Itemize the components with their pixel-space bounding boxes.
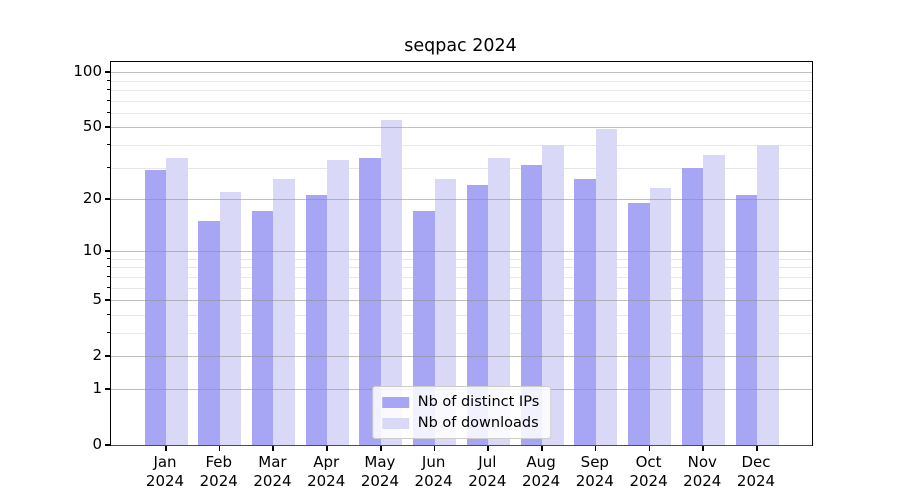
bar-downloads-dec — [757, 144, 779, 445]
y-minor-tick-60 — [107, 111, 110, 113]
y-tick-100 — [105, 71, 110, 73]
bar-downloads-sep — [595, 128, 618, 445]
gridline-major-100 — [111, 72, 812, 74]
x-tick-jun — [433, 445, 436, 451]
x-tick-label-aug: Aug 2024 — [521, 453, 561, 490]
bar-downloads-jul — [488, 157, 510, 445]
gridline-major-50 — [111, 127, 812, 129]
x-tick-label-dec: Dec 2024 — [736, 453, 776, 490]
x-tick-label-mar: Mar 2024 — [253, 453, 292, 490]
legend-swatch-distinct-ips — [381, 396, 409, 408]
x-tick-may — [379, 445, 382, 451]
bar-distinct-ips-jul — [466, 184, 489, 445]
x-tick-label-oct: Oct 2024 — [629, 453, 668, 490]
bar-distinct-ips-sep — [574, 178, 596, 445]
gridline-major-0 — [111, 445, 812, 446]
gridline-minor-60 — [111, 112, 812, 114]
y-minor-tick-8 — [107, 266, 110, 268]
y-tick-0 — [105, 444, 110, 446]
bar-downloads-apr — [327, 160, 349, 445]
y-tick-label-50: 50 — [82, 117, 102, 136]
y-tick-5 — [105, 299, 110, 301]
bar-downloads-jan — [166, 157, 188, 445]
plot-area: Nb of distinct IPs Nb of downloads — [110, 61, 813, 446]
x-tick-apr — [326, 445, 328, 451]
bar-downloads-aug — [542, 144, 564, 445]
x-tick-jul — [487, 445, 489, 451]
y-tick-label-0: 0 — [92, 435, 102, 453]
y-tick-10 — [105, 250, 110, 252]
y-minor-tick-7 — [107, 275, 110, 277]
y-minor-tick-80 — [107, 88, 110, 90]
y-tick-label-10: 10 — [82, 241, 102, 260]
legend-swatch-downloads — [381, 417, 409, 429]
y-minor-tick-4 — [107, 313, 110, 315]
legend-label-downloads: Nb of downloads — [417, 415, 539, 431]
y-minor-tick-90 — [107, 79, 110, 81]
y-tick-50 — [105, 126, 110, 128]
x-tick-label-may: May 2024 — [360, 453, 399, 490]
legend-item-downloads: Nb of downloads — [381, 415, 540, 431]
bar-distinct-ips-apr — [305, 195, 328, 445]
y-tick-label-20: 20 — [82, 189, 102, 208]
legend: Nb of distinct IPs Nb of downloads — [371, 386, 552, 439]
y-minor-tick-9 — [107, 257, 110, 259]
gridline-minor-90 — [111, 80, 812, 82]
bar-downloads-jun — [434, 178, 457, 445]
y-minor-tick-30 — [107, 166, 110, 168]
x-tick-label-sep: Sep 2024 — [575, 453, 614, 490]
bar-downloads-feb — [219, 191, 242, 445]
bar-distinct-ips-jan — [144, 170, 166, 445]
x-tick-jan — [165, 445, 167, 451]
bar-downloads-oct — [649, 188, 672, 445]
gridline-minor-40 — [111, 144, 812, 146]
bar-distinct-ips-mar — [251, 211, 274, 445]
y-tick-label-1: 1 — [92, 378, 102, 397]
bar-downloads-nov — [703, 155, 725, 445]
chart-title: seqpac 2024 — [404, 36, 517, 56]
gridline-minor-80 — [111, 89, 812, 91]
x-tick-feb — [218, 445, 221, 451]
x-tick-label-apr: Apr 2024 — [307, 453, 346, 490]
gridline-minor-70 — [111, 100, 812, 102]
x-tick-label-feb: Feb 2024 — [199, 453, 238, 490]
y-tick-1 — [105, 387, 110, 390]
bar-distinct-ips-feb — [198, 221, 220, 445]
bar-distinct-ips-nov — [681, 167, 704, 445]
y-tick-2 — [105, 355, 110, 357]
y-tick-label-5: 5 — [92, 290, 102, 309]
bar-downloads-mar — [273, 178, 295, 445]
x-tick-label-jan: Jan 2024 — [145, 453, 185, 490]
y-minor-tick-70 — [107, 99, 110, 101]
x-tick-oct — [648, 445, 651, 451]
y-tick-label-2: 2 — [92, 346, 102, 365]
x-tick-nov — [702, 445, 704, 451]
bar-distinct-ips-dec — [735, 195, 757, 445]
bar-distinct-ips-oct — [628, 202, 650, 445]
y-tick-20 — [105, 198, 110, 200]
x-tick-mar — [272, 445, 275, 451]
y-minor-tick-3 — [107, 331, 110, 333]
bar-downloads-may — [380, 119, 403, 445]
x-tick-sep — [594, 445, 597, 451]
x-tick-aug — [541, 445, 543, 451]
bar-distinct-ips-aug — [520, 165, 543, 445]
x-tick-dec — [756, 445, 758, 451]
y-minor-tick-6 — [107, 286, 110, 288]
legend-label-distinct-ips: Nb of distinct IPs — [417, 394, 540, 410]
x-tick-label-jun: Jun 2024 — [414, 453, 453, 490]
x-tick-label-jul: Jul 2024 — [468, 453, 507, 490]
y-minor-tick-40 — [107, 143, 110, 145]
x-tick-label-nov: Nov 2024 — [683, 453, 722, 490]
legend-item-distinct-ips: Nb of distinct IPs — [381, 394, 540, 410]
bar-distinct-ips-may — [359, 157, 381, 445]
y-tick-label-100: 100 — [73, 62, 102, 81]
